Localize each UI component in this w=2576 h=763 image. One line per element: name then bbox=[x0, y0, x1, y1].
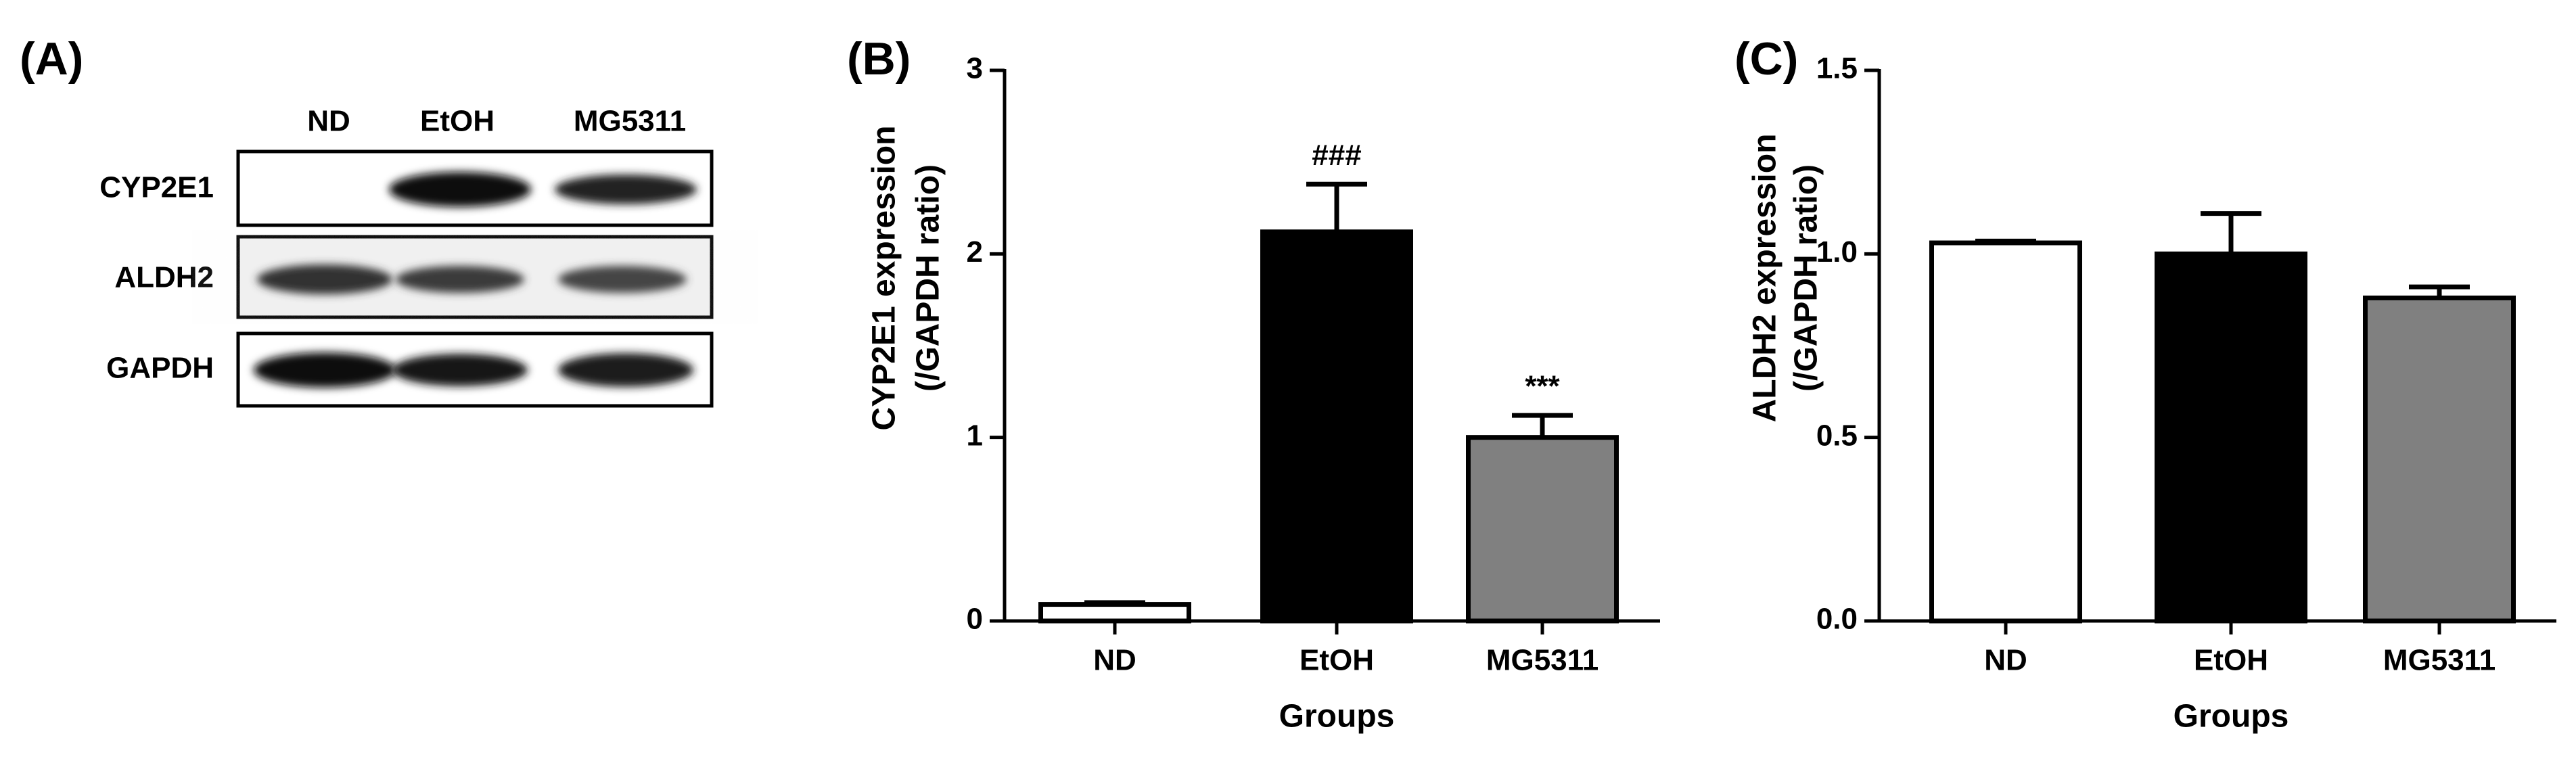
y-axis-title: (/GAPDH ratio) bbox=[911, 164, 946, 392]
y-axis-title: CYP2E1 expression bbox=[867, 126, 902, 431]
y-tick-label: 1.5 bbox=[1816, 52, 1858, 85]
bar bbox=[2363, 295, 2516, 624]
row-label: GAPDH bbox=[106, 352, 214, 385]
blot-strip bbox=[236, 235, 714, 319]
panel-label: (B) bbox=[847, 33, 911, 85]
y-tick-label: 1 bbox=[967, 419, 983, 452]
bar bbox=[1038, 602, 1191, 624]
bar-chart: (C) ALDH2 expression (/GAPDH ratio) 0.0 0.5 1… bbox=[1734, 33, 2556, 735]
significance-label: *** bbox=[1525, 370, 1560, 403]
blot-strip bbox=[236, 149, 714, 227]
x-tick-label: EtOH bbox=[1300, 644, 1374, 677]
significance-label: ### bbox=[1312, 139, 1361, 172]
y-tick-label: 2 bbox=[967, 235, 983, 269]
x-tick-label: EtOH bbox=[2194, 644, 2268, 677]
bar bbox=[2155, 251, 2307, 624]
x-axis-title: Groups bbox=[1279, 699, 1395, 735]
x-tick-label: MG5311 bbox=[1486, 644, 1598, 677]
panel-label: (A) bbox=[20, 33, 83, 85]
x-tick-label: MG5311 bbox=[2383, 644, 2496, 677]
y-axis-title: (/GAPDH ratio) bbox=[1789, 164, 1824, 392]
lane-label: MG5311 bbox=[574, 105, 686, 138]
y-tick-label: 0.5 bbox=[1816, 419, 1858, 452]
y-tick-label: 1.0 bbox=[1816, 235, 1858, 269]
row-label: ALDH2 bbox=[114, 261, 214, 294]
row-label: CYP2E1 bbox=[99, 171, 214, 204]
panel-label: (C) bbox=[1734, 33, 1798, 85]
lane-label: ND bbox=[307, 105, 350, 138]
blot-strip bbox=[236, 331, 714, 408]
y-tick-label: 0 bbox=[967, 603, 983, 636]
y-axis-title: ALDH2 expression bbox=[1747, 134, 1783, 423]
y-tick-label: 0.0 bbox=[1816, 603, 1858, 636]
x-tick-label: ND bbox=[1093, 644, 1136, 677]
blot-panel: (A) ND EtOH MG5311 CYP2E1 ALDH2 GAPDH bbox=[20, 33, 714, 408]
x-axis-title: Groups bbox=[2174, 699, 2289, 735]
bar bbox=[1929, 240, 2082, 624]
bar bbox=[1466, 435, 1619, 624]
bar bbox=[1260, 229, 1413, 624]
lane-label: EtOH bbox=[420, 105, 495, 138]
x-tick-label: ND bbox=[1984, 644, 2027, 677]
y-tick-label: 3 bbox=[967, 52, 983, 85]
bar-chart: (B) CYP2E1 expression (/GAPDH ratio) 0 1 2 3 ND… bbox=[847, 33, 1660, 735]
